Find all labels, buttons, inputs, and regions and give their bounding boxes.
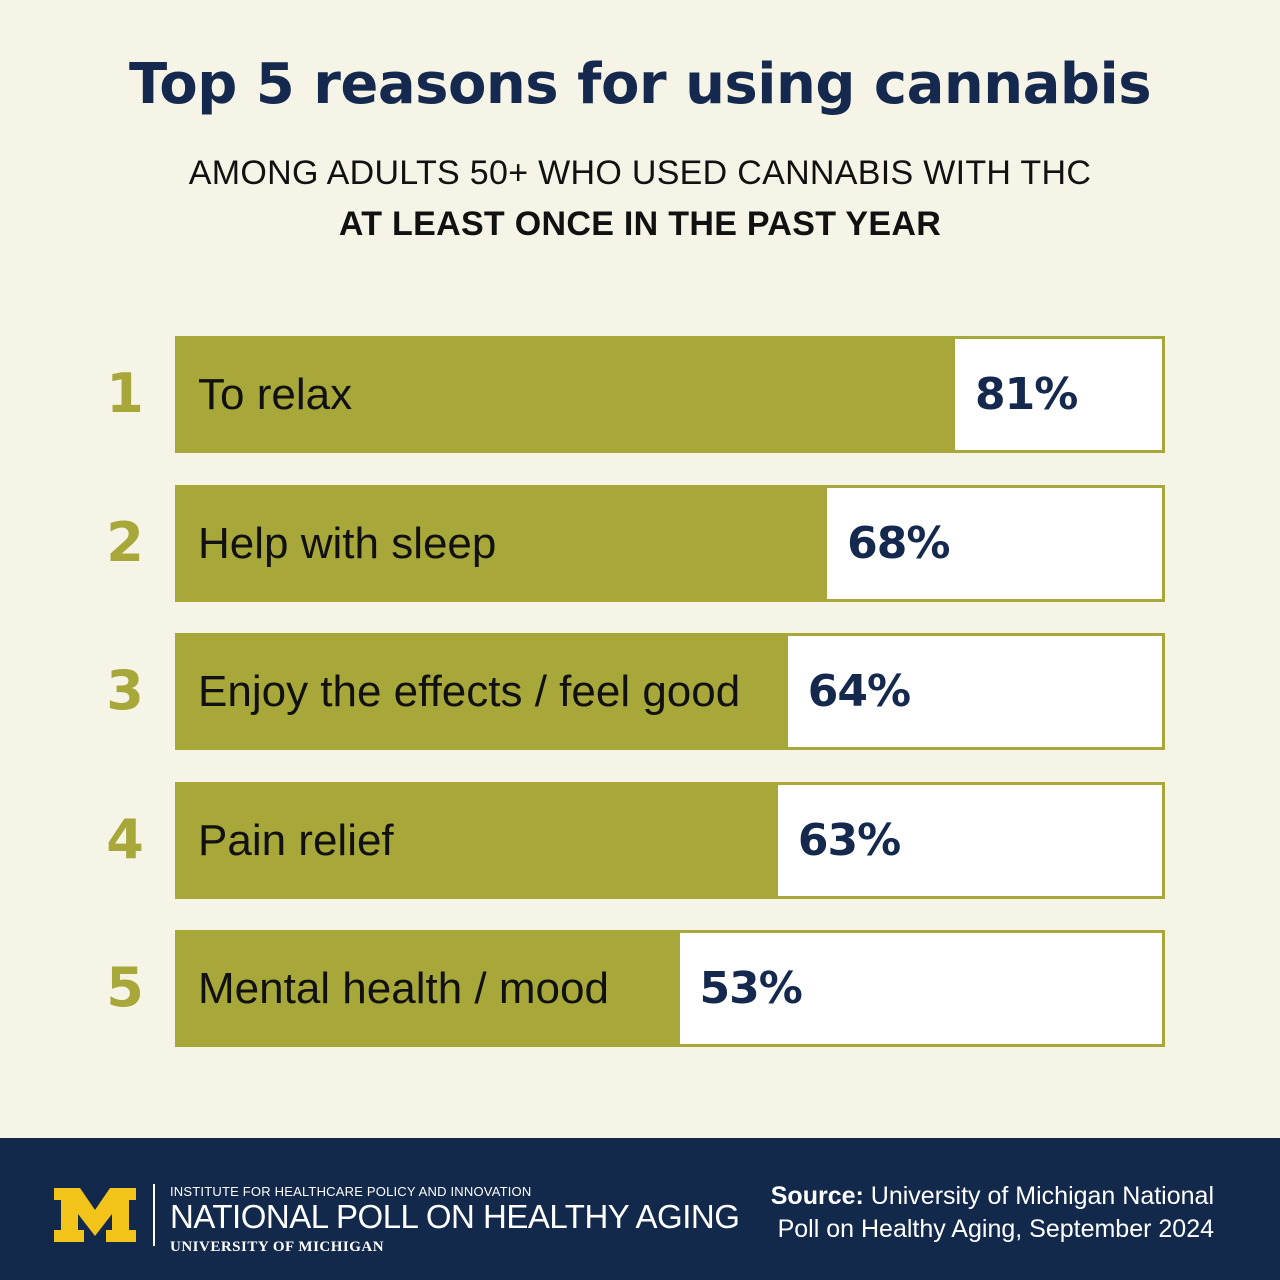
- source-note: Source: University of Michigan National …: [744, 1180, 1214, 1246]
- rank-number: 1: [106, 362, 144, 425]
- university-name: UNIVERSITY OF MICHIGAN: [170, 1239, 385, 1255]
- rank-number: 5: [106, 956, 144, 1019]
- bar-category-label: Pain relief: [198, 815, 394, 865]
- bar: [178, 339, 956, 450]
- university-of-michigan-block-m-logo: [54, 1188, 136, 1242]
- bar-value-label: 53%: [699, 963, 803, 1014]
- rank-number: 2: [106, 511, 144, 574]
- bar-chart: 1 To relax 81% 2 Help with sleep 68% 3 Enjoy th…: [106, 336, 1165, 1047]
- bar-row: To relax 81%: [175, 336, 1165, 453]
- bar-row: Help with sleep 68%: [175, 485, 1165, 602]
- chart-subtitle-line1: AMONG ADULTS 50+ WHO USED CANNABIS WITH …: [188, 154, 1092, 192]
- bar-value-label: 68%: [847, 518, 950, 569]
- bar-category-label: Mental health / mood: [198, 963, 609, 1013]
- chart-title: Top 5 reasons for using cannabis: [128, 52, 1152, 117]
- logo-divider: [153, 1184, 155, 1246]
- bar: [178, 785, 778, 896]
- source-label: Source:: [770, 1182, 864, 1210]
- rank-number: 3: [106, 659, 144, 722]
- poll-name: NATIONAL POLL ON HEALTHY AGING: [170, 1198, 740, 1235]
- bar-value-label: 81%: [975, 369, 1078, 420]
- bar-row: Pain relief 63%: [175, 782, 1165, 899]
- bar-value-label: 64%: [807, 666, 911, 717]
- bar-category-label: Enjoy the effects / feel good: [198, 666, 741, 716]
- bar-row: Mental health / mood 53%: [175, 930, 1165, 1047]
- bar: [178, 488, 828, 599]
- bar: [178, 636, 788, 747]
- chart-subtitle-line2: AT LEAST ONCE IN THE PAST YEAR: [338, 205, 942, 243]
- institute-name: INSTITUTE FOR HEALTHCARE POLICY AND INNO…: [170, 1184, 532, 1199]
- source-text: University of Michigan National Poll on …: [777, 1182, 1214, 1243]
- footer: INSTITUTE FOR HEALTHCARE POLICY AND INNO…: [0, 1138, 1280, 1280]
- rank-number: 4: [106, 808, 144, 871]
- bar-category-label: To relax: [198, 369, 353, 419]
- bar-value-label: 63%: [797, 815, 901, 866]
- bar: [178, 933, 680, 1044]
- bar-row: Enjoy the effects / feel good 64%: [175, 633, 1165, 750]
- bar-category-label: Help with sleep: [198, 518, 497, 568]
